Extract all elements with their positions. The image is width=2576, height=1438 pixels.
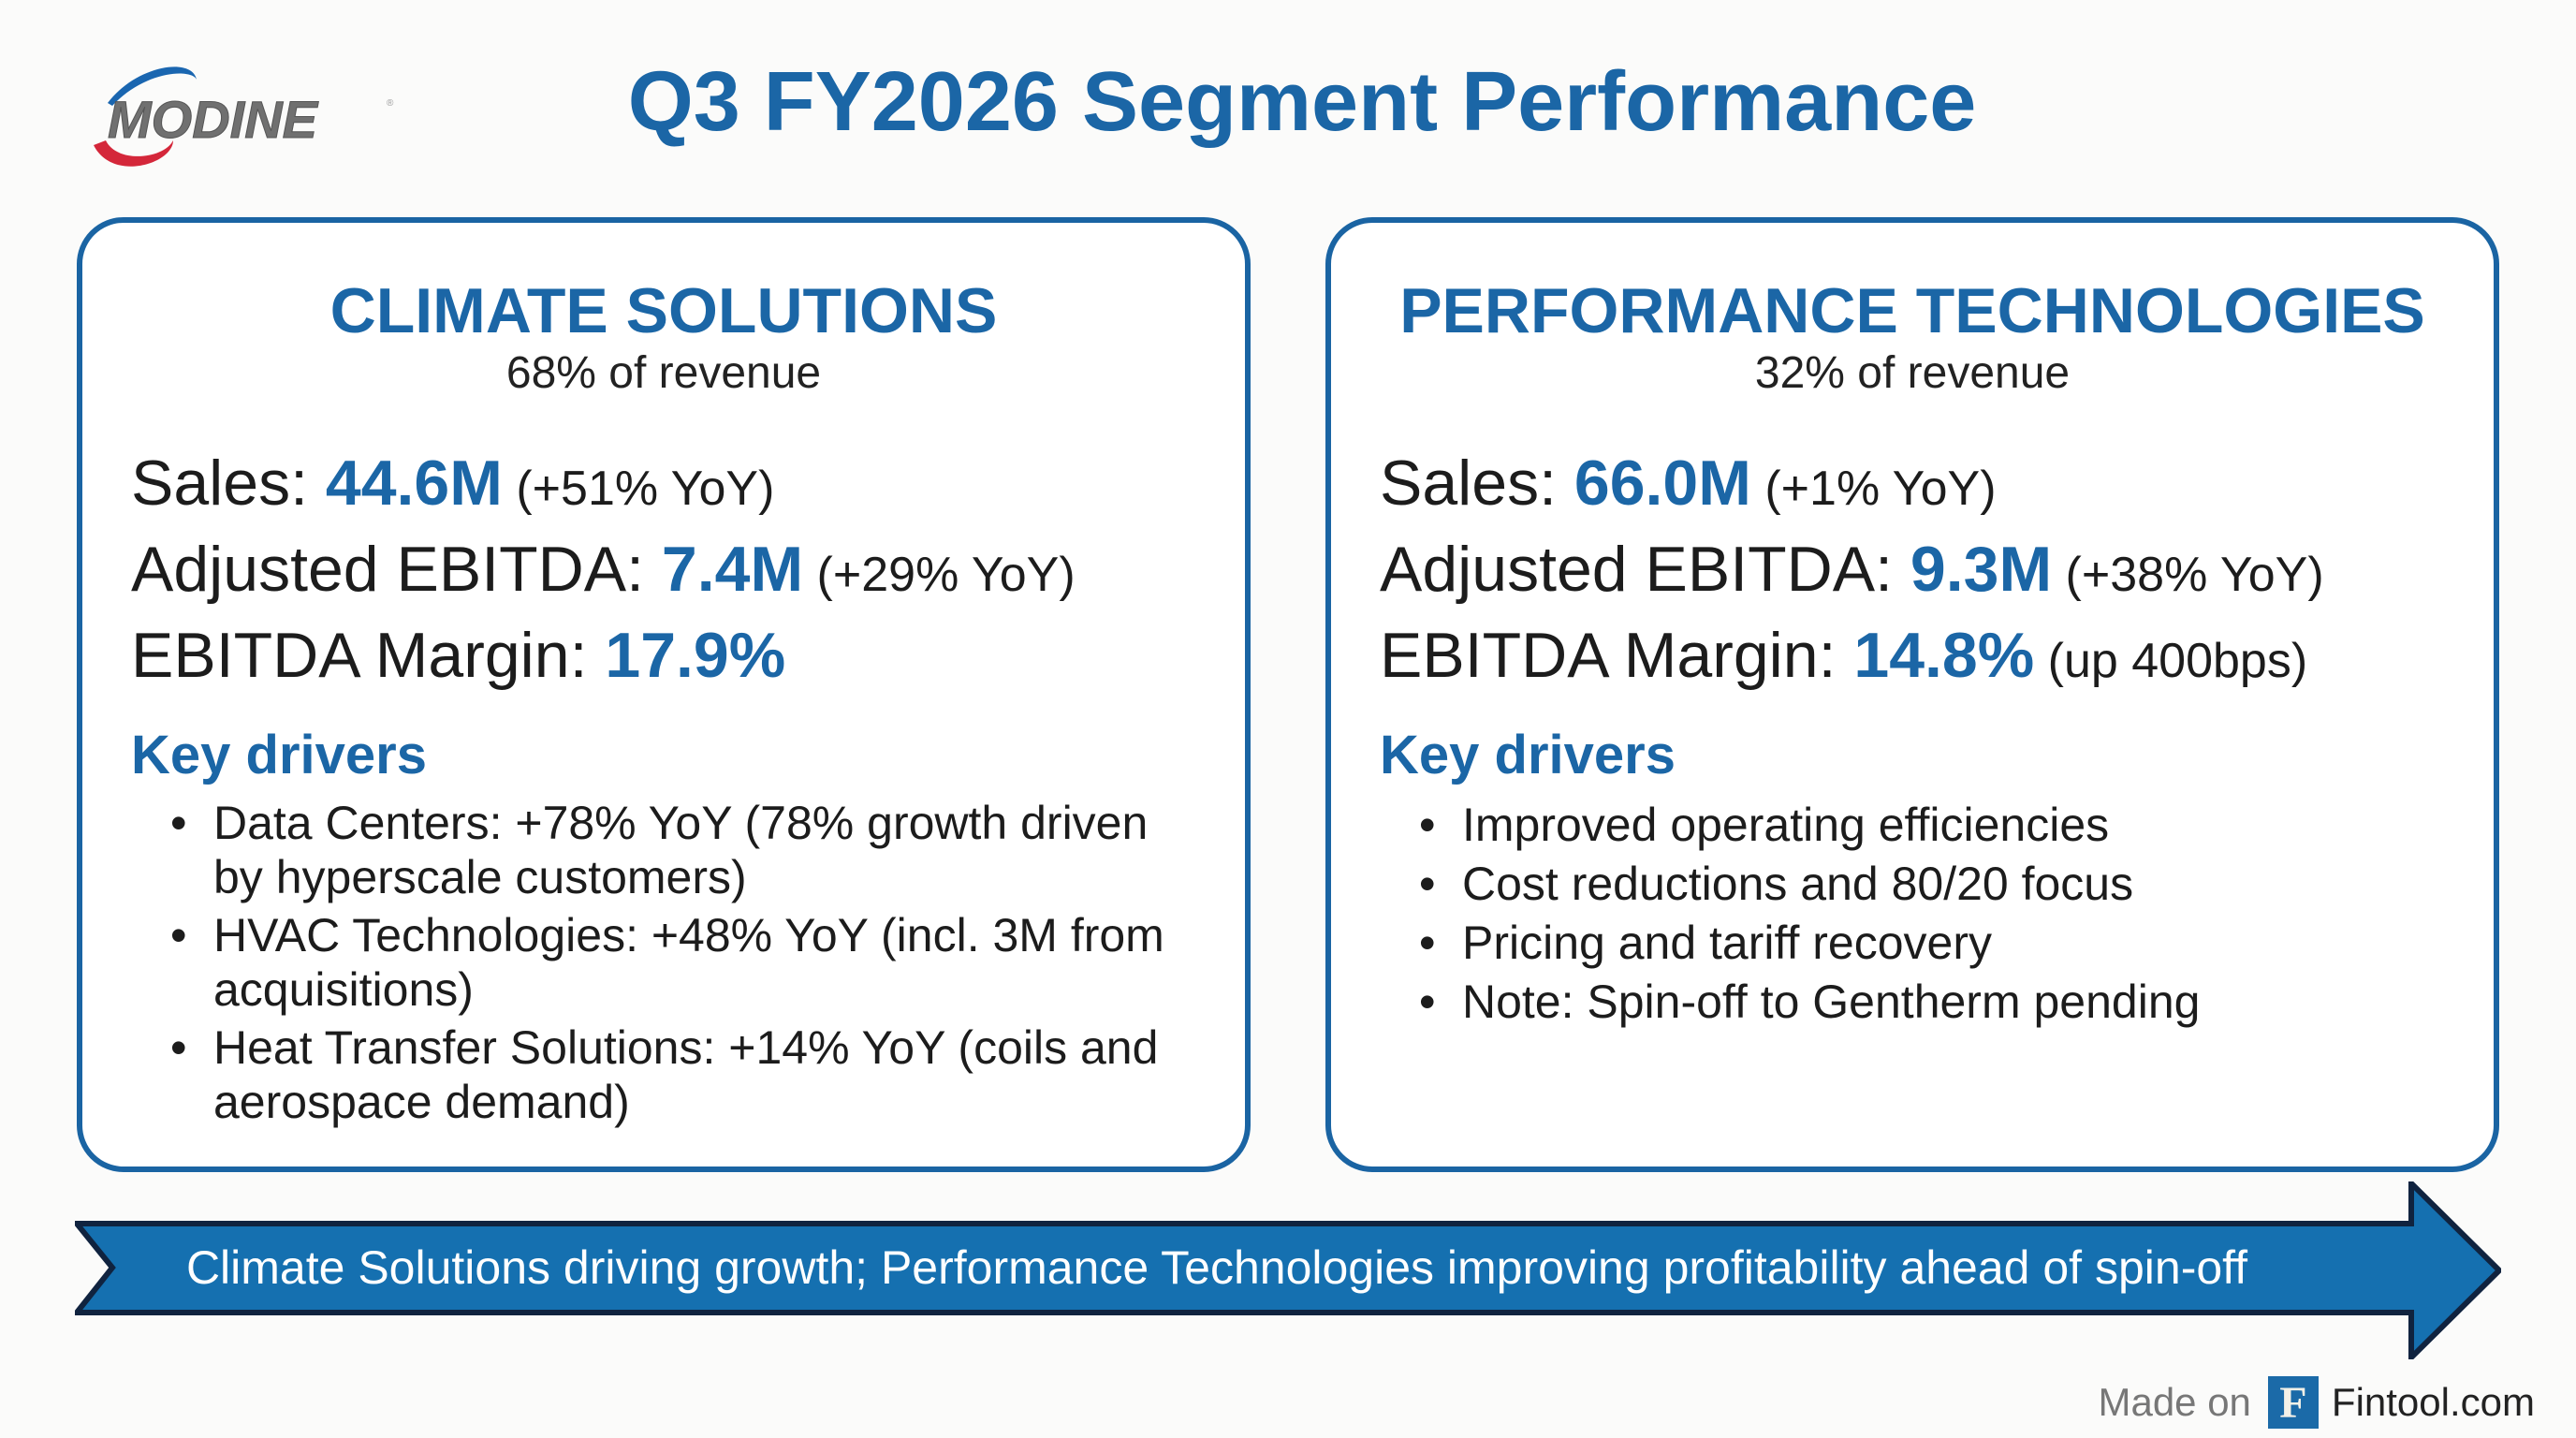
- revenue-share: 32% of revenue: [1754, 348, 2071, 398]
- segment-title: PERFORMANCE TECHNOLOGIES: [1399, 275, 2425, 346]
- modine-logo: MODINE ®: [94, 66, 394, 167]
- drivers-list: Data Centers: +78% YoY (78% growth drive…: [170, 796, 1208, 1133]
- list-item: Pricing and tariff recovery: [1419, 914, 2456, 973]
- ebitda-metric: Adjusted EBITDA: 7.4M (+29% YoY): [131, 529, 1076, 615]
- sales-note: (+51% YoY): [502, 462, 775, 516]
- sales-label: Sales:: [131, 448, 326, 519]
- margin-value: 14.8%: [1853, 620, 2035, 691]
- key-drivers-heading: Key drivers: [131, 725, 427, 785]
- margin-label: EBITDA Margin:: [131, 620, 606, 691]
- drivers-list: Improved operating efficiencies Cost red…: [1419, 796, 2456, 1032]
- sales-value: 44.6M: [325, 448, 503, 519]
- summary-arrow-banner: [75, 1181, 2501, 1359]
- sales-metric: Sales: 44.6M (+51% YoY): [131, 443, 1076, 529]
- list-item: HVAC Technologies: +48% YoY (incl. 3M fr…: [170, 908, 1208, 1017]
- list-item: Heat Transfer Solutions: +14% YoY (coils…: [170, 1020, 1208, 1129]
- sales-metric: Sales: 66.0M (+1% YoY): [1380, 443, 2324, 529]
- metrics: Sales: 44.6M (+51% YoY) Adjusted EBITDA:…: [131, 443, 1076, 696]
- ebitda-value: 9.3M: [1910, 534, 2053, 605]
- list-item: Note: Spin-off to Gentherm pending: [1419, 973, 2456, 1032]
- ebitda-label: Adjusted EBITDA:: [1380, 534, 1910, 605]
- ebitda-note: (+38% YoY): [2052, 548, 2324, 602]
- fintool-logo-icon: F: [2267, 1376, 2319, 1429]
- svg-text:®: ®: [387, 98, 394, 109]
- ebitda-note: (+29% YoY): [803, 548, 1076, 602]
- made-on-label: Made on: [2098, 1380, 2251, 1424]
- ebitda-label: Adjusted EBITDA:: [131, 534, 662, 605]
- fintool-link[interactable]: Fintool.com: [2331, 1380, 2535, 1424]
- margin-metric: EBITDA Margin: 17.9%: [131, 615, 1076, 696]
- margin-label: EBITDA Margin:: [1380, 620, 1854, 691]
- key-drivers-heading: Key drivers: [1380, 725, 1676, 785]
- sales-note: (+1% YoY): [1750, 462, 1997, 516]
- segment-title: CLIMATE SOLUTIONS: [329, 275, 998, 346]
- footer-attribution: Made on F Fintool.com: [2098, 1376, 2535, 1429]
- margin-value: 17.9%: [605, 620, 786, 691]
- list-item: Improved operating efficiencies: [1419, 796, 2456, 855]
- ebitda-value: 7.4M: [661, 534, 804, 605]
- margin-metric: EBITDA Margin: 14.8% (up 400bps): [1380, 615, 2324, 701]
- ebitda-metric: Adjusted EBITDA: 9.3M (+38% YoY): [1380, 529, 2324, 615]
- metrics: Sales: 66.0M (+1% YoY) Adjusted EBITDA: …: [1380, 443, 2324, 701]
- sales-value: 66.0M: [1573, 448, 1751, 519]
- list-item: Cost reductions and 80/20 focus: [1419, 855, 2456, 914]
- margin-note: (up 400bps): [2034, 634, 2308, 688]
- revenue-share: 68% of revenue: [505, 348, 822, 398]
- segment-card-performance-technologies: PERFORMANCE TECHNOLOGIES 32% of revenue …: [1325, 217, 2499, 1172]
- summary-text: Climate Solutions driving growth; Perfor…: [185, 1241, 2248, 1294]
- page-title: Q3 FY2026 Segment Performance: [627, 55, 1977, 149]
- list-item: Data Centers: +78% YoY (78% growth drive…: [170, 796, 1208, 904]
- segment-card-climate-solutions: CLIMATE SOLUTIONS 68% of revenue Sales: …: [77, 217, 1251, 1172]
- sales-label: Sales:: [1380, 448, 1574, 519]
- svg-text:MODINE: MODINE: [108, 90, 319, 149]
